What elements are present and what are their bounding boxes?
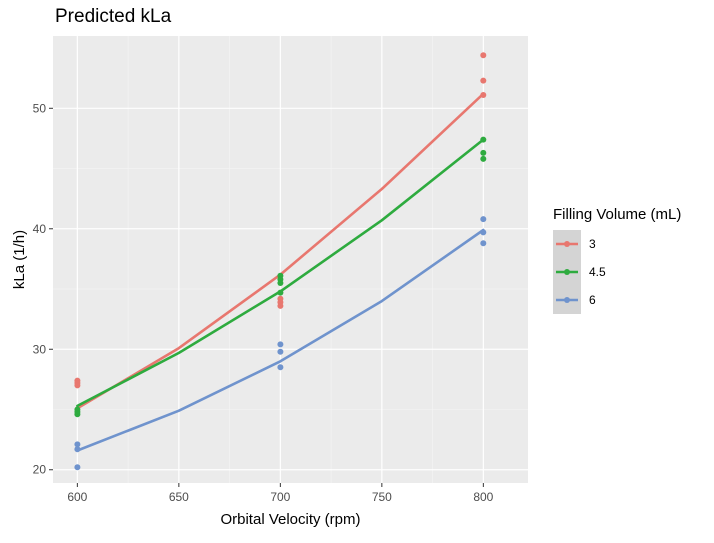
data-point-3 [480, 92, 487, 98]
y-tick-label: 40 [33, 222, 47, 236]
legend-key-point [564, 241, 570, 247]
data-points [74, 52, 487, 471]
data-point-4-5 [74, 411, 81, 418]
x-tick-label: 800 [473, 490, 493, 504]
y-axis-title: kLa (1/h) [11, 230, 28, 289]
x-tick-label: 650 [169, 490, 189, 504]
y-axis: 20 30 40 50 [33, 101, 53, 477]
legend-label: 4.5 [589, 265, 606, 279]
data-point-4-5 [480, 136, 487, 143]
fit-line-6 [76, 228, 485, 452]
data-point-3 [480, 77, 487, 84]
data-point-6 [480, 216, 487, 223]
x-axis: 600 650 700 750 800 [67, 483, 494, 504]
major-gridlines [53, 36, 528, 483]
x-tick-label: 700 [270, 490, 290, 504]
data-point-6 [277, 364, 284, 371]
data-point-4-5 [480, 149, 487, 156]
y-tick-label: 30 [33, 342, 47, 356]
y-tick-label: 20 [33, 463, 47, 477]
legend-key-point [564, 297, 570, 303]
data-point-3 [277, 302, 284, 309]
x-tick-label: 750 [372, 490, 392, 504]
data-point-6 [480, 240, 487, 247]
data-point-6 [277, 348, 284, 355]
data-point-6 [74, 464, 81, 471]
legend-label: 6 [589, 293, 596, 307]
data-point-4-5 [480, 155, 487, 162]
legend-key-point [564, 269, 570, 275]
chart-title: Predicted kLa [55, 6, 172, 27]
data-point-4-5 [277, 280, 284, 286]
x-tick-label: 600 [67, 490, 87, 504]
data-point-6 [74, 441, 81, 448]
minor-gridlines [53, 36, 528, 483]
data-point-3 [74, 382, 81, 389]
data-point-6 [74, 446, 81, 453]
x-axis-title: Orbital Velocity (rpm) [220, 511, 360, 528]
legend: Filling Volume (mL) 3 4.5 6 [553, 206, 681, 314]
legend-label: 3 [589, 237, 596, 251]
data-point-4-5 [277, 289, 284, 296]
plot-panel [53, 36, 528, 483]
data-point-6 [277, 341, 284, 348]
data-point-6 [480, 229, 487, 236]
legend-title: Filling Volume (mL) [553, 206, 681, 223]
data-point-3 [480, 52, 487, 59]
y-tick-label: 50 [33, 101, 47, 115]
